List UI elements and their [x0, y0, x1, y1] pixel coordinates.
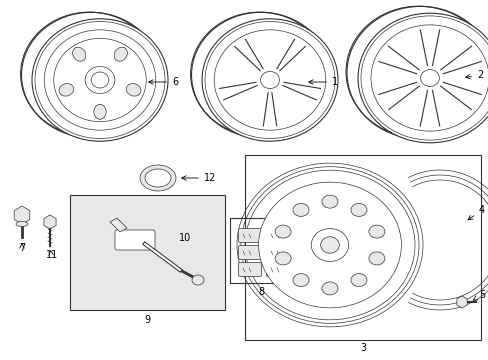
Text: 4: 4	[467, 205, 484, 220]
Ellipse shape	[350, 203, 366, 216]
Ellipse shape	[126, 84, 141, 96]
Ellipse shape	[350, 274, 366, 287]
Ellipse shape	[320, 237, 339, 253]
Polygon shape	[44, 215, 56, 229]
Ellipse shape	[145, 169, 171, 187]
Ellipse shape	[420, 69, 438, 86]
Text: 11: 11	[46, 250, 58, 260]
Text: 1: 1	[308, 77, 337, 87]
Ellipse shape	[72, 47, 86, 61]
Bar	[70, 195, 224, 310]
Bar	[229, 218, 291, 283]
Polygon shape	[456, 296, 466, 308]
Ellipse shape	[370, 25, 488, 131]
Ellipse shape	[321, 282, 337, 295]
Ellipse shape	[275, 252, 290, 265]
Ellipse shape	[91, 72, 109, 88]
Ellipse shape	[292, 203, 308, 216]
Polygon shape	[110, 218, 127, 232]
Text: 7: 7	[19, 243, 25, 253]
Ellipse shape	[275, 225, 290, 238]
Ellipse shape	[32, 19, 168, 141]
Ellipse shape	[214, 30, 325, 130]
Ellipse shape	[44, 30, 156, 130]
Text: 10: 10	[179, 233, 191, 243]
Text: 8: 8	[257, 287, 264, 297]
Ellipse shape	[368, 225, 384, 238]
Ellipse shape	[85, 67, 115, 94]
Ellipse shape	[258, 182, 401, 308]
Ellipse shape	[311, 229, 348, 261]
FancyBboxPatch shape	[266, 246, 289, 260]
Text: 9: 9	[143, 315, 150, 325]
Ellipse shape	[260, 71, 279, 89]
Ellipse shape	[94, 104, 106, 119]
Polygon shape	[14, 206, 30, 224]
Bar	[244, 155, 480, 340]
FancyBboxPatch shape	[266, 262, 289, 276]
Ellipse shape	[368, 252, 384, 265]
Ellipse shape	[192, 275, 203, 285]
FancyBboxPatch shape	[238, 246, 261, 260]
Text: 2: 2	[465, 70, 482, 80]
Ellipse shape	[59, 84, 74, 96]
Text: 5: 5	[472, 290, 484, 300]
Ellipse shape	[140, 165, 176, 191]
Ellipse shape	[16, 221, 28, 226]
FancyBboxPatch shape	[266, 229, 289, 243]
Ellipse shape	[357, 13, 488, 143]
Ellipse shape	[321, 195, 337, 208]
Ellipse shape	[202, 19, 337, 141]
Text: 6: 6	[148, 77, 178, 87]
FancyBboxPatch shape	[115, 230, 155, 250]
FancyBboxPatch shape	[238, 229, 261, 243]
FancyBboxPatch shape	[238, 262, 261, 276]
Ellipse shape	[292, 274, 308, 287]
Ellipse shape	[114, 47, 127, 61]
Text: 12: 12	[182, 173, 216, 183]
Text: 3: 3	[359, 343, 366, 353]
